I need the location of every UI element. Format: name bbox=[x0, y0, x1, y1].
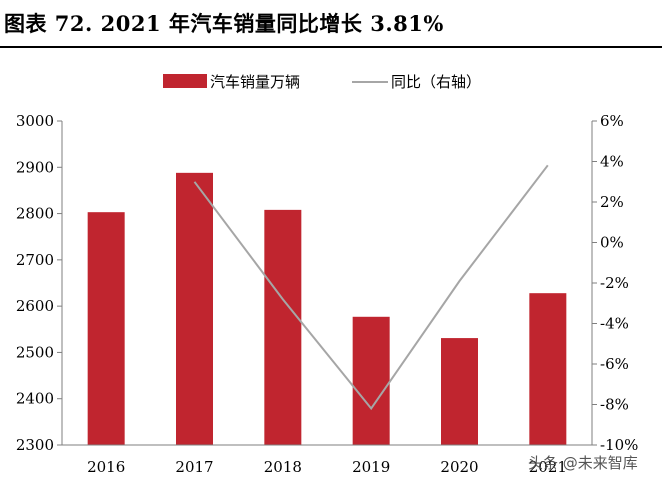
right-tick-label--4%: -4% bbox=[600, 315, 629, 333]
bar-2018 bbox=[264, 209, 302, 445]
x-tick-label-2021: 2021 bbox=[529, 458, 567, 476]
right-tick-label-2%: 2% bbox=[600, 193, 624, 211]
legend-line-label: 同比（右轴） bbox=[391, 73, 481, 91]
right-tick-label--6%: -6% bbox=[600, 355, 629, 373]
x-tick-label-2018: 2018 bbox=[264, 458, 302, 476]
left-tick-label-2500: 2500 bbox=[16, 343, 54, 361]
bar-2019 bbox=[352, 316, 390, 445]
watermark: 头条 @未来智库 bbox=[528, 454, 638, 472]
x-tick-label-2020: 2020 bbox=[440, 458, 478, 476]
left-tick-label-2900: 2900 bbox=[16, 158, 54, 176]
right-tick-label-0%: 0% bbox=[600, 234, 624, 252]
right-tick-label--10%: -10% bbox=[600, 436, 638, 454]
left-tick-label-2800: 2800 bbox=[16, 205, 54, 223]
yoy-line bbox=[193, 164, 549, 411]
right-tick-label--2%: -2% bbox=[600, 274, 629, 292]
left-tick-label-2400: 2400 bbox=[16, 390, 54, 408]
x-tick-label-2019: 2019 bbox=[352, 458, 390, 476]
right-tick-label-4%: 4% bbox=[600, 153, 624, 171]
bar-2020 bbox=[441, 338, 478, 445]
right-tick-label-6%: 6% bbox=[600, 112, 624, 130]
page-title: 图表 72. 2021 年汽车销量同比增长 3.81% bbox=[4, 11, 444, 36]
legend-bar-label: 汽车销量万辆 bbox=[210, 73, 300, 91]
bar-2021 bbox=[529, 293, 567, 445]
left-tick-label-2300: 2300 bbox=[16, 436, 54, 454]
legend-bar-swatch bbox=[163, 74, 207, 88]
left-tick-label-3000: 3000 bbox=[16, 112, 54, 130]
left-tick-label-2700: 2700 bbox=[16, 251, 54, 269]
right-tick-label--8%: -8% bbox=[600, 396, 629, 414]
title-underline bbox=[0, 46, 662, 48]
bar-2016 bbox=[87, 212, 125, 445]
x-tick-label-2017: 2017 bbox=[175, 458, 213, 476]
x-tick-label-2016: 2016 bbox=[87, 458, 125, 476]
left-tick-label-2600: 2600 bbox=[16, 297, 54, 315]
bar-2017 bbox=[176, 172, 213, 445]
